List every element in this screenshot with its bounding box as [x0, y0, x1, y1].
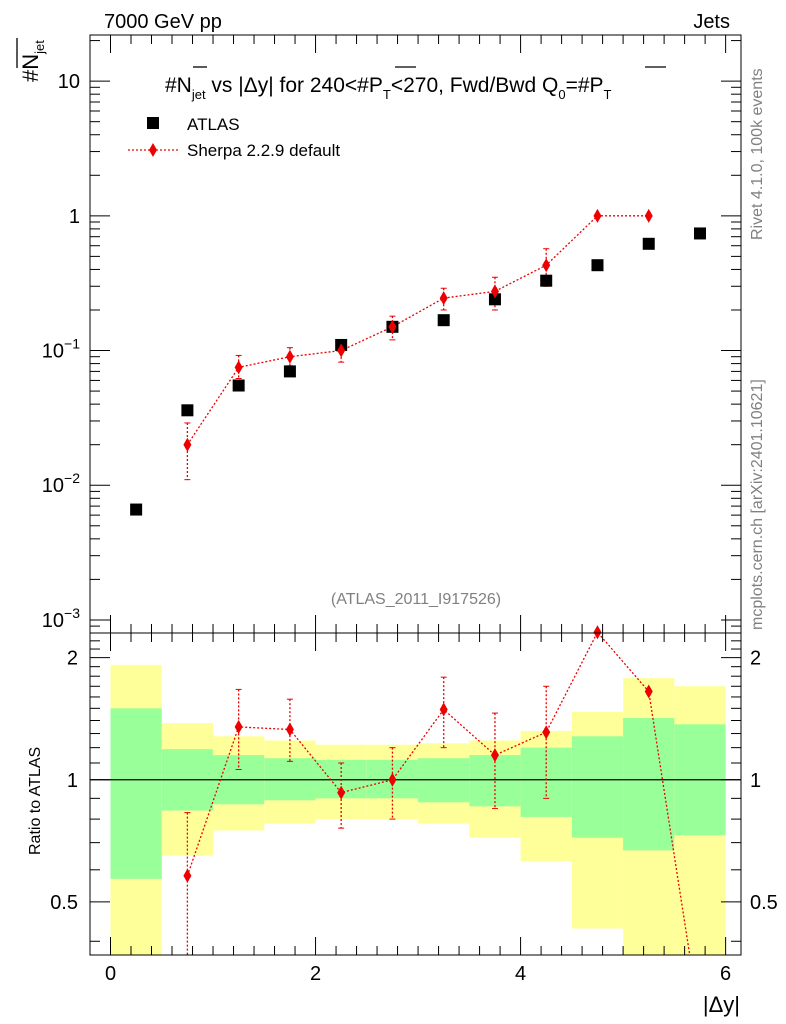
- title-part-7: 0: [558, 87, 565, 102]
- ratio-point: [234, 719, 243, 734]
- legend-atlas-label: ATLAS: [187, 115, 240, 134]
- analysis-id-label: (ATLAS_2011_I917526): [331, 591, 501, 608]
- title-part-2: jet: [191, 87, 206, 102]
- ratio-band-inner: [110, 708, 162, 879]
- title-part-10: T: [604, 87, 612, 102]
- atlas-point: [437, 314, 450, 327]
- atlas-point: [642, 237, 655, 250]
- atlas-point: [540, 274, 553, 287]
- y-axis-label-main: #N: [18, 54, 43, 82]
- atlas-point: [232, 379, 245, 392]
- legend: ATLAS Sherpa 2.2.9 default: [128, 115, 340, 160]
- title-part-8: =#: [566, 74, 590, 97]
- ratio-y-tick-label-left: 2: [67, 648, 78, 670]
- sherpa-point: [337, 343, 346, 358]
- legend-atlas-marker: [147, 117, 159, 129]
- atlas-point: [488, 293, 501, 306]
- y-tick-mantissa: 1: [69, 206, 80, 228]
- svg-text:#Njet: #Njet: [18, 40, 47, 82]
- title-part-5: T: [383, 87, 391, 102]
- ratio-point: [439, 702, 448, 717]
- ratio-band-inner: [623, 717, 675, 851]
- y-tick-mantissa: 10: [58, 71, 80, 93]
- ratio-point: [644, 684, 653, 699]
- x-tick-label: 0: [105, 963, 116, 985]
- atlas-point: [591, 259, 604, 272]
- ratio-panel: 0 2 4 6 0.5 0.5 1 1 2 2 Ratio to ATLAS |Δy|: [27, 625, 778, 1017]
- ratio-point: [285, 722, 294, 737]
- y-tick-exponent: −1: [64, 336, 80, 352]
- y-tick-label: 10−1: [42, 336, 80, 363]
- y-tick-mantissa: 10: [42, 475, 64, 497]
- ratio-point: [490, 748, 499, 763]
- atlas-point: [130, 503, 143, 516]
- sherpa-point: [490, 284, 499, 299]
- ratio-frame: [89, 632, 742, 956]
- x-tick-label: 6: [720, 963, 731, 985]
- y-tick-exponent: −2: [64, 470, 80, 486]
- y-tick-exponent: −3: [64, 605, 80, 621]
- process-label: Jets: [693, 11, 730, 33]
- ratio-point: [388, 772, 397, 787]
- x-tick-label: 2: [310, 963, 321, 985]
- sherpa-line: [186, 215, 649, 446]
- ratio-y-tick-label-right: 2: [750, 648, 761, 670]
- ratio-y-tick-label-right: 0.5: [750, 892, 778, 914]
- atlas-point: [693, 227, 706, 240]
- x-tick-label: 4: [515, 963, 526, 985]
- y-axis-label-sub: jet: [32, 40, 47, 55]
- title-part-3: vs |Δy| for 240<#: [206, 74, 370, 97]
- sherpa-point: [285, 349, 294, 364]
- atlas-point: [283, 365, 296, 378]
- y-tick-label: 1: [69, 206, 80, 228]
- ratio-y-tick-label-left: 1: [67, 770, 78, 792]
- sherpa-point: [439, 291, 448, 306]
- y-tick-label: 10−3: [42, 605, 80, 632]
- rivet-label: Rivet 4.1.0, 100k events: [749, 68, 766, 240]
- sherpa-point: [234, 360, 243, 375]
- title-part-4: P: [369, 74, 383, 97]
- y-tick-label: 10−2: [42, 470, 80, 497]
- y-axis-label: #Njet: [18, 40, 47, 82]
- title-part-6: <270, Fwd/Bwd Q: [391, 74, 559, 97]
- ratio-y-tick-label-right: 1: [750, 770, 761, 792]
- y-tick-mantissa: 10: [42, 341, 64, 363]
- energy-label: 7000 GeV pp: [104, 11, 222, 33]
- sherpa-point: [183, 437, 192, 452]
- title-part-1: #N: [165, 74, 192, 97]
- ratio-band-inner: [571, 736, 624, 838]
- y-tick-label: 10: [58, 71, 80, 93]
- ratio-point: [337, 785, 346, 800]
- x-axis-label: |Δy|: [703, 992, 740, 1017]
- ratio-point: [593, 625, 602, 640]
- ratio-y-tick-label-left: 0.5: [50, 892, 78, 914]
- ratio-point: [183, 868, 192, 883]
- sherpa-point: [593, 208, 602, 223]
- legend-sherpa-marker: [149, 143, 157, 157]
- title-part-9: P: [590, 74, 604, 97]
- ratio-y-label: Ratio to ATLAS: [27, 747, 44, 855]
- y-tick-mantissa: 10: [42, 610, 64, 632]
- atlas-point: [181, 404, 194, 417]
- legend-sherpa-label: Sherpa 2.2.9 default: [187, 141, 340, 160]
- sherpa-point: [644, 208, 653, 223]
- ratio-point: [542, 725, 551, 740]
- sherpa-point: [388, 319, 397, 334]
- sherpa-point: [542, 258, 551, 273]
- mcplots-label: mcplots.cern.ch [arXiv:2401.10621]: [749, 379, 766, 630]
- chart-title: #Njet vs |Δy| for 240<#PT<270, Fwd/Bwd Q…: [165, 74, 612, 102]
